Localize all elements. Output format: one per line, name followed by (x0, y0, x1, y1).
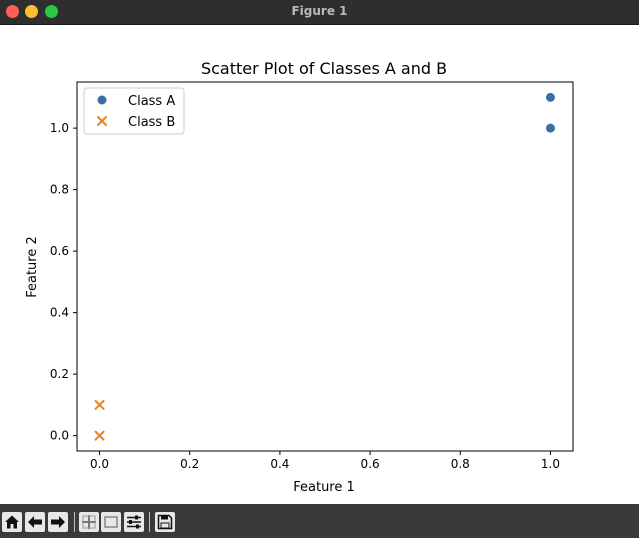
legend-label: Class B (128, 115, 175, 130)
x-tick-label: 0.4 (270, 457, 289, 471)
configure-subplots-button[interactable] (124, 512, 144, 532)
close-window-button[interactable] (6, 5, 19, 18)
zoom-button[interactable] (101, 512, 121, 532)
data-points (94, 92, 555, 441)
window-titlebar: Figure 1 (0, 0, 639, 25)
scatter-chart: Scatter Plot of Classes A and B 0.0 0.2 0.… (25, 59, 574, 495)
y-axis-label: Feature 2 (25, 236, 40, 298)
x-tick-label: 0.0 (90, 457, 109, 471)
pan-icon (82, 515, 96, 529)
legend-label: Class A (128, 94, 175, 109)
legend-marker (97, 116, 107, 126)
class-b-point (94, 399, 105, 410)
navigation-toolbar (0, 504, 639, 538)
x-tick-label: 1.0 (541, 457, 560, 471)
plot-area (76, 81, 574, 452)
y-tick-label: 0.8 (50, 183, 69, 197)
legend-marker (97, 95, 107, 105)
x-axis-ticks: 0.0 0.2 0.4 0.6 0.8 1.0 (90, 451, 560, 471)
y-tick-label: 0.6 (50, 244, 69, 258)
forward-button[interactable] (48, 512, 68, 532)
legend: Class A Class B (83, 87, 185, 135)
chart-title: Scatter Plot of Classes A and B (201, 59, 447, 78)
class-a-point (545, 92, 555, 102)
toolbar-separator (149, 512, 150, 532)
y-tick-label: 0.2 (50, 367, 69, 381)
save-icon (157, 514, 173, 530)
toolbar-separator (74, 512, 75, 532)
forward-arrow-icon (51, 516, 65, 528)
x-tick-label: 0.6 (361, 457, 380, 471)
y-tick-label: 1.0 (50, 121, 69, 135)
minimize-window-button[interactable] (25, 5, 38, 18)
y-tick-label: 0.0 (50, 429, 69, 443)
class-a-point (545, 123, 555, 133)
home-button[interactable] (2, 512, 22, 532)
home-icon (5, 515, 19, 529)
configure-subplots-icon (127, 515, 141, 529)
save-button[interactable] (155, 512, 175, 532)
x-tick-label: 0.2 (180, 457, 199, 471)
y-axis-ticks: 0.0 0.2 0.4 0.6 0.8 1.0 (50, 121, 77, 443)
figure-canvas: Scatter Plot of Classes A and B 0.0 0.2 0.… (0, 25, 639, 504)
legend-box (83, 87, 185, 135)
back-button[interactable] (25, 512, 45, 532)
back-arrow-icon (28, 516, 42, 528)
x-tick-label: 0.8 (451, 457, 470, 471)
maximize-window-button[interactable] (45, 5, 58, 18)
window-title: Figure 1 (291, 4, 348, 18)
x-axis-label: Feature 1 (293, 480, 355, 495)
pan-button[interactable] (79, 512, 99, 532)
zoom-icon (104, 516, 118, 528)
y-tick-label: 0.4 (50, 306, 69, 320)
class-b-point (94, 430, 105, 441)
